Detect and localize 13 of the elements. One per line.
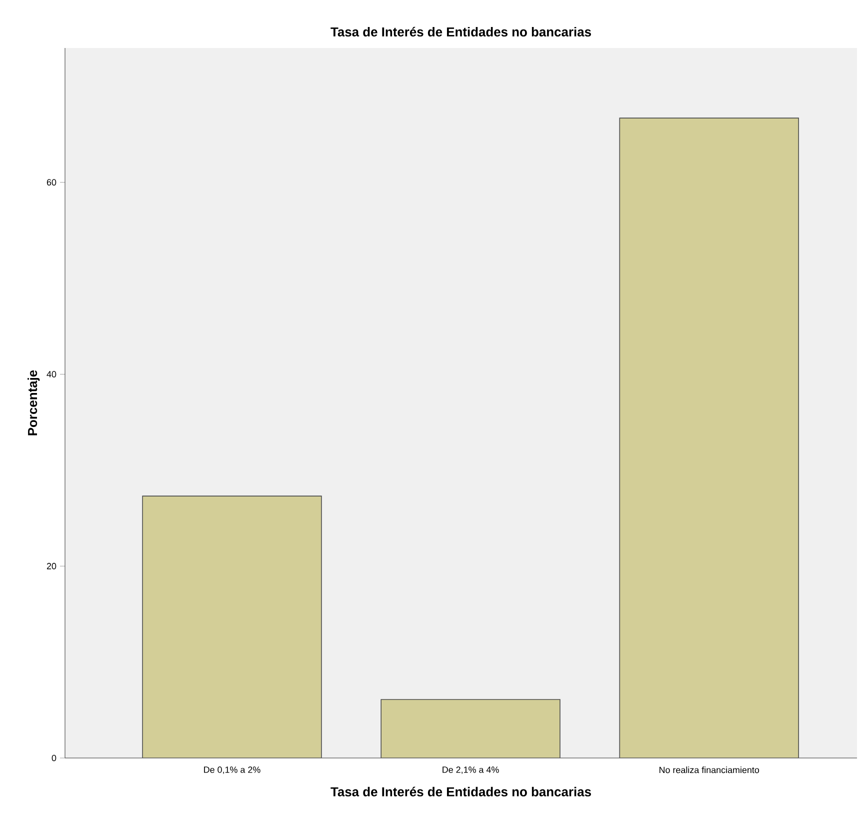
y-tick-label: 60 xyxy=(46,179,56,186)
x-axis-title: Tasa de Interés de Entidades no bancarias xyxy=(330,786,591,796)
y-axis-title: Porcentaje xyxy=(28,370,40,436)
bar xyxy=(380,699,560,758)
y-tick-label: 0 xyxy=(52,754,56,762)
bar xyxy=(619,118,799,758)
x-tick-label: De 2,1% a 4% xyxy=(442,766,499,774)
bar xyxy=(142,496,322,758)
y-tick-label: 40 xyxy=(46,371,56,378)
x-tick-label: De 0,1% a 2% xyxy=(204,766,260,774)
chart-title: Tasa de Interés de Entidades no bancarias xyxy=(330,26,591,36)
y-tick-label: 20 xyxy=(46,562,56,570)
x-tick-label: No realiza financiamiento xyxy=(660,766,760,774)
